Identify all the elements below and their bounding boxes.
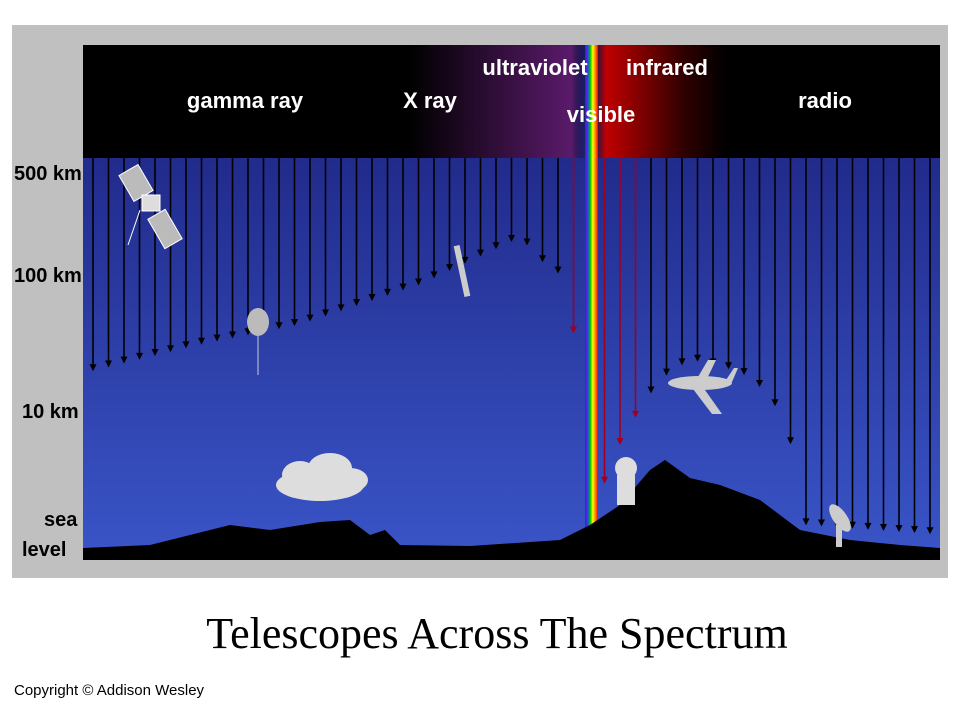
- arrow-head: [213, 334, 221, 342]
- arrow-head: [198, 337, 205, 345]
- arrow-head: [647, 386, 655, 394]
- arrow-head: [167, 345, 174, 353]
- arrow-head: [89, 364, 97, 372]
- arrow-head: [229, 331, 236, 339]
- band-label: ultraviolet: [482, 55, 588, 80]
- arrow-head: [570, 326, 577, 334]
- arrow-head: [151, 349, 159, 357]
- arrow-head: [120, 356, 128, 364]
- arrow-head: [492, 242, 500, 250]
- arrow-head: [725, 362, 732, 370]
- arrow-head: [880, 523, 887, 531]
- rocket: [453, 244, 471, 298]
- arrow-head: [787, 437, 794, 445]
- arrow-head: [756, 379, 763, 387]
- arrow-head: [353, 299, 360, 307]
- airplane: [668, 360, 738, 414]
- band-label: infrared: [626, 55, 708, 80]
- arrow-head: [461, 256, 469, 264]
- arrow-head: [430, 271, 438, 279]
- arrow-head: [477, 249, 484, 257]
- copyright: Copyright © Addison Wesley: [14, 682, 205, 699]
- arrow-head: [275, 322, 283, 330]
- arrow-head: [849, 521, 856, 529]
- arrow-head: [663, 368, 670, 376]
- observatory: [615, 457, 637, 505]
- arrow-head: [306, 314, 314, 322]
- arrow-head: [523, 238, 531, 246]
- arrow-head: [926, 527, 934, 535]
- slide-title: Telescopes Across The Spectrum: [206, 609, 787, 658]
- ground: [83, 460, 940, 560]
- satellite: [118, 163, 183, 250]
- arrow-head: [384, 288, 391, 296]
- arrow-head: [182, 341, 190, 349]
- cloud: [276, 453, 368, 501]
- altitude-label: 500 km: [14, 163, 82, 185]
- band-label: X ray: [403, 88, 458, 113]
- arrow-head: [771, 399, 779, 407]
- altitude-label: 100 km: [14, 265, 82, 287]
- arrow-head: [322, 309, 329, 317]
- altitude-label: level: [22, 539, 66, 561]
- arrow-head: [601, 476, 608, 484]
- arrow-head: [337, 304, 345, 312]
- arrow-head: [802, 518, 810, 526]
- arrow-head: [136, 352, 143, 360]
- arrow-head: [678, 358, 686, 366]
- spectrum-band: [83, 45, 940, 158]
- arrow-head: [508, 234, 515, 242]
- visible-strip: [585, 45, 598, 530]
- band-label: visible: [567, 102, 635, 127]
- arrow-head: [415, 278, 422, 286]
- arrow-head: [864, 522, 872, 530]
- arrow-head: [632, 410, 639, 418]
- arrow-head: [399, 283, 407, 291]
- arrow-head: [895, 525, 903, 533]
- arrow-head: [818, 519, 825, 527]
- balloon: [247, 308, 269, 375]
- arrow-head: [291, 319, 298, 327]
- band-label: radio: [798, 88, 852, 113]
- arrow-head: [616, 438, 624, 445]
- arrow-head: [368, 294, 376, 301]
- arrow-head: [694, 354, 701, 362]
- arrow-head: [554, 266, 562, 274]
- altitude-label: sea: [44, 509, 78, 531]
- arrows: [89, 158, 934, 535]
- altitude-label: 10 km: [22, 401, 79, 423]
- arrow-head: [446, 264, 453, 272]
- radio-dish: [829, 504, 851, 547]
- arrow-head: [539, 255, 546, 263]
- arrow-head: [740, 368, 748, 376]
- arrow-head: [911, 526, 918, 534]
- band-label: gamma ray: [187, 88, 304, 113]
- arrow-head: [105, 360, 112, 368]
